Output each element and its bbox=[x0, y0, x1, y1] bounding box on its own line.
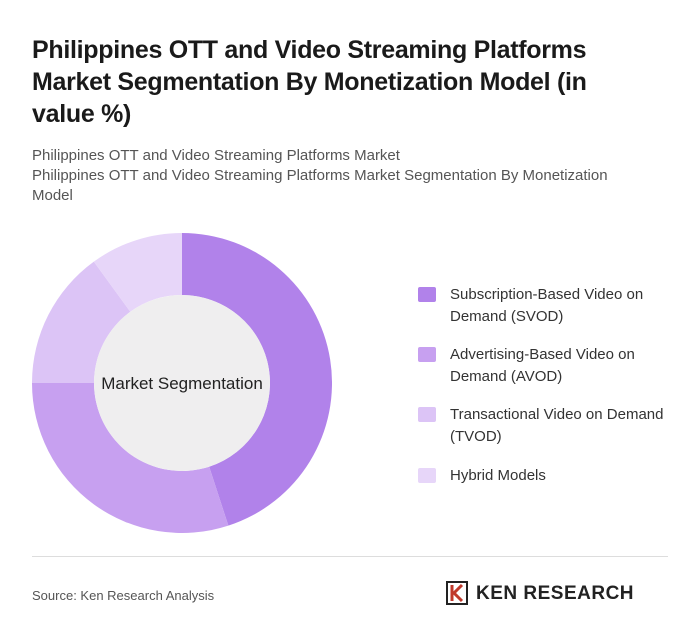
legend-label: Subscription-Based Video on Demand (SVOD… bbox=[450, 286, 644, 325]
legend-swatch bbox=[418, 287, 436, 302]
donut-slice bbox=[32, 261, 131, 383]
brand-name: KEN RESEARCH bbox=[476, 583, 635, 604]
subtitle: Philippines OTT and Video Streaming Plat… bbox=[32, 167, 608, 204]
donut-slice bbox=[32, 383, 229, 533]
legend-swatch bbox=[418, 347, 436, 362]
legend-swatch bbox=[418, 468, 436, 483]
legend-label: Hybrid Models bbox=[450, 467, 546, 484]
chart-title: Philippines OTT and Video Streaming Plat… bbox=[32, 36, 587, 128]
donut-center bbox=[94, 295, 270, 471]
source: Source: Ken Research Analysis bbox=[32, 588, 215, 603]
logo-icon bbox=[446, 581, 468, 605]
divider bbox=[32, 556, 668, 557]
donut-slice bbox=[93, 233, 182, 312]
center-label: Market Segmentation bbox=[101, 374, 263, 393]
legend-label: Advertising-Based Video on Demand (AVOD) bbox=[450, 346, 635, 385]
legend-swatch bbox=[418, 407, 436, 422]
donut-slice bbox=[182, 233, 332, 526]
legend-label: Transactional Video on Demand (TVOD) bbox=[450, 406, 664, 445]
subtitle: Philippines OTT and Video Streaming Plat… bbox=[32, 147, 400, 164]
